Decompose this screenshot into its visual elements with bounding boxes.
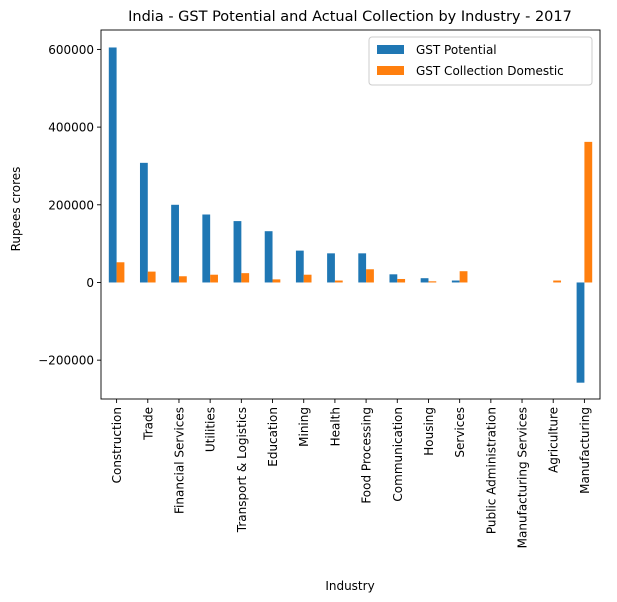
- x-tick-label: Communication: [391, 407, 405, 502]
- x-tick-label: Manufacturing: [578, 407, 592, 494]
- y-tick-label: 200000: [48, 198, 94, 212]
- x-tick-label: Transport & Logistics: [235, 407, 249, 533]
- bar-1-15: [584, 141, 593, 283]
- y-axis-label: Rupees crores: [9, 167, 23, 252]
- bar-1-4: [241, 273, 250, 283]
- x-tick-label: Agriculture: [547, 407, 561, 473]
- bar-1-5: [272, 279, 281, 283]
- bar-0-15: [576, 282, 585, 383]
- legend-box: [368, 36, 593, 86]
- bar-1-7: [334, 280, 343, 283]
- bar-0-5: [264, 231, 273, 283]
- chart-title: India - GST Potential and Actual Collect…: [128, 9, 572, 25]
- bar-0-10: [420, 278, 429, 283]
- bar-0-4: [233, 221, 242, 283]
- x-tick-label: Trade: [141, 407, 155, 441]
- x-tick-label: Health: [328, 407, 342, 446]
- axes-frame: [100, 29, 601, 400]
- x-tick-label: Services: [453, 407, 467, 458]
- x-tick-label: Mining: [297, 407, 311, 447]
- bar-1-6: [303, 274, 312, 283]
- x-tick-label: Food Processing: [360, 407, 374, 504]
- bar-1-0: [116, 262, 125, 283]
- legend-label: GST Collection Domestic: [416, 64, 564, 78]
- plot-area: −200000 0 200000 400000 600000 Construction Tr…: [38, 29, 601, 548]
- x-tick-label: Manufacturing Services: [516, 407, 530, 548]
- bar-0-6: [295, 250, 304, 283]
- x-tick-label: Housing: [422, 407, 436, 456]
- x-tick-label: Financial Services: [172, 407, 186, 514]
- y-tick-label: 0: [86, 276, 94, 290]
- x-tick-label: Education: [266, 407, 280, 467]
- y-tick-label: 600000: [48, 43, 94, 57]
- x-tick-label: Public Administration: [484, 407, 498, 534]
- y-tick-label: 400000: [48, 121, 94, 135]
- bar-1-9: [397, 278, 406, 283]
- bar-0-1: [139, 162, 148, 283]
- bar-1-1: [147, 271, 156, 283]
- x-tick-label: Utilities: [204, 407, 218, 452]
- bar-0-3: [202, 214, 211, 283]
- legend-swatch: [377, 45, 404, 54]
- bar-1-2: [178, 276, 187, 283]
- bar-1-14: [553, 280, 562, 283]
- legend-swatch: [377, 66, 404, 75]
- bar-0-7: [327, 253, 335, 283]
- x-axis-label: Industry: [325, 579, 374, 593]
- bar-1-8: [366, 269, 374, 283]
- x-tick-label: Construction: [110, 407, 124, 483]
- bar-0-2: [171, 204, 179, 283]
- legend-label: GST Potential: [416, 43, 497, 57]
- y-tick-label: −200000: [38, 354, 94, 368]
- bar-1-3: [210, 274, 218, 283]
- bar-0-11: [451, 280, 460, 283]
- bar-1-11: [459, 271, 468, 283]
- bar-1-10: [428, 281, 437, 283]
- bar-0-8: [358, 253, 367, 283]
- legend: GST Potential GST Collection Domestic: [368, 36, 593, 86]
- bar-0-9: [389, 274, 398, 283]
- bar-0-0: [108, 47, 117, 283]
